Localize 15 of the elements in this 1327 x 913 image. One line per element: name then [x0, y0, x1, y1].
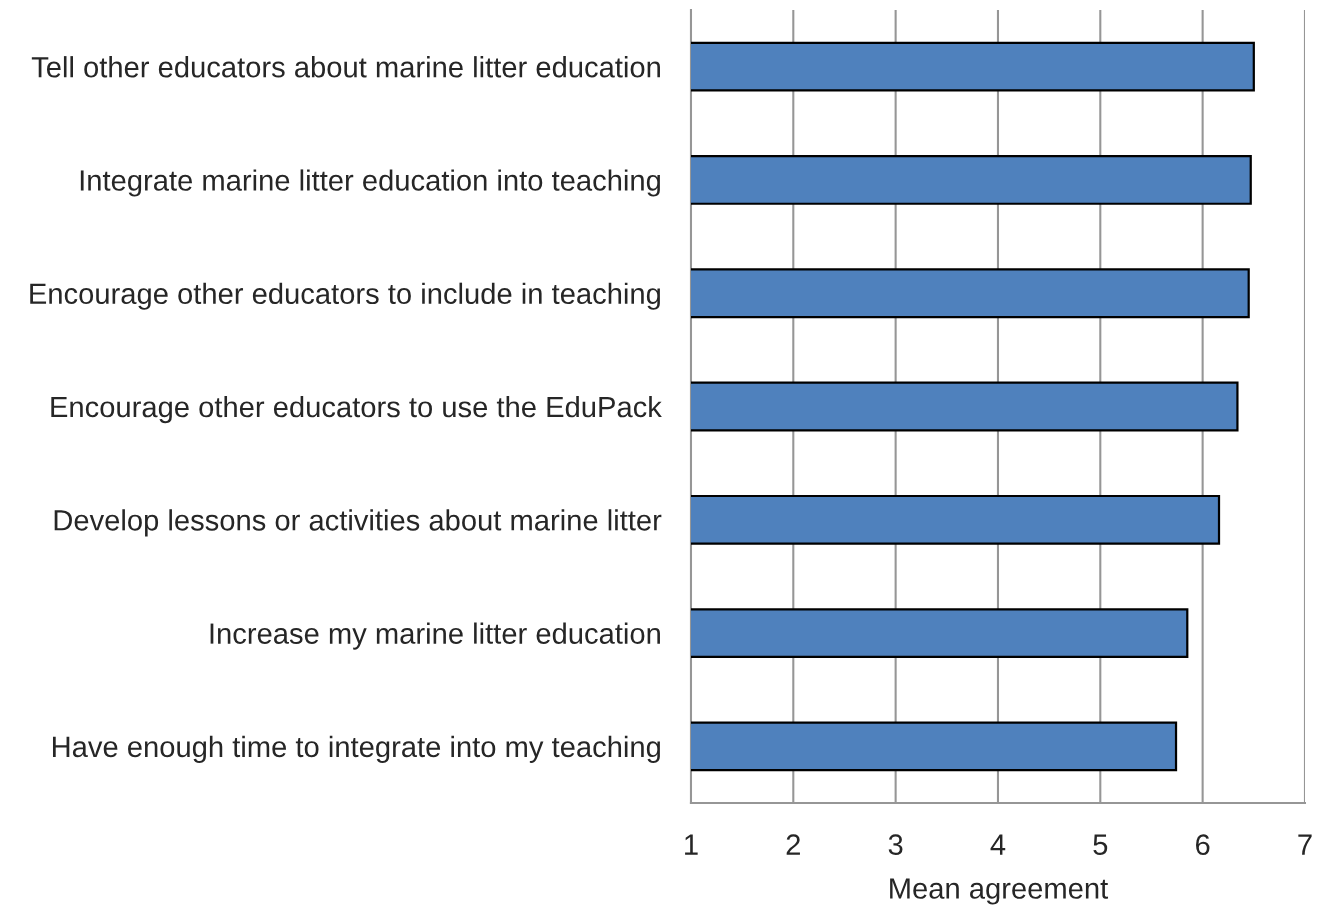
x-tick-label: 7 [1298, 834, 1312, 855]
x-tick-label: 4 [990, 834, 1006, 855]
x-tick-label: 2 [786, 834, 800, 855]
y-tick-label: Encourage other educators to include in teaching [30, 282, 660, 310]
y-tick-label: Integrate marine litter education into teaching [80, 169, 660, 197]
y-tick-label: Tell other educators about marine litter education [31, 56, 660, 78]
y-tick-label: Encourage other educators to use the EduPack [51, 395, 662, 424]
y-tick-label: Develop lessons or activities about marine litter [54, 509, 662, 537]
x-tick-label: 5 [1093, 834, 1108, 855]
y-tick-label: Have enough time to integrate into my teaching [52, 735, 660, 763]
y-tick-label: Increase my marine litter education [210, 622, 660, 650]
x-tick-label: 6 [1196, 834, 1210, 855]
x-axis-title: Mean agreement [890, 878, 1109, 905]
x-tick-label: 1 [685, 834, 698, 855]
x-tick-label: 3 [888, 834, 903, 855]
